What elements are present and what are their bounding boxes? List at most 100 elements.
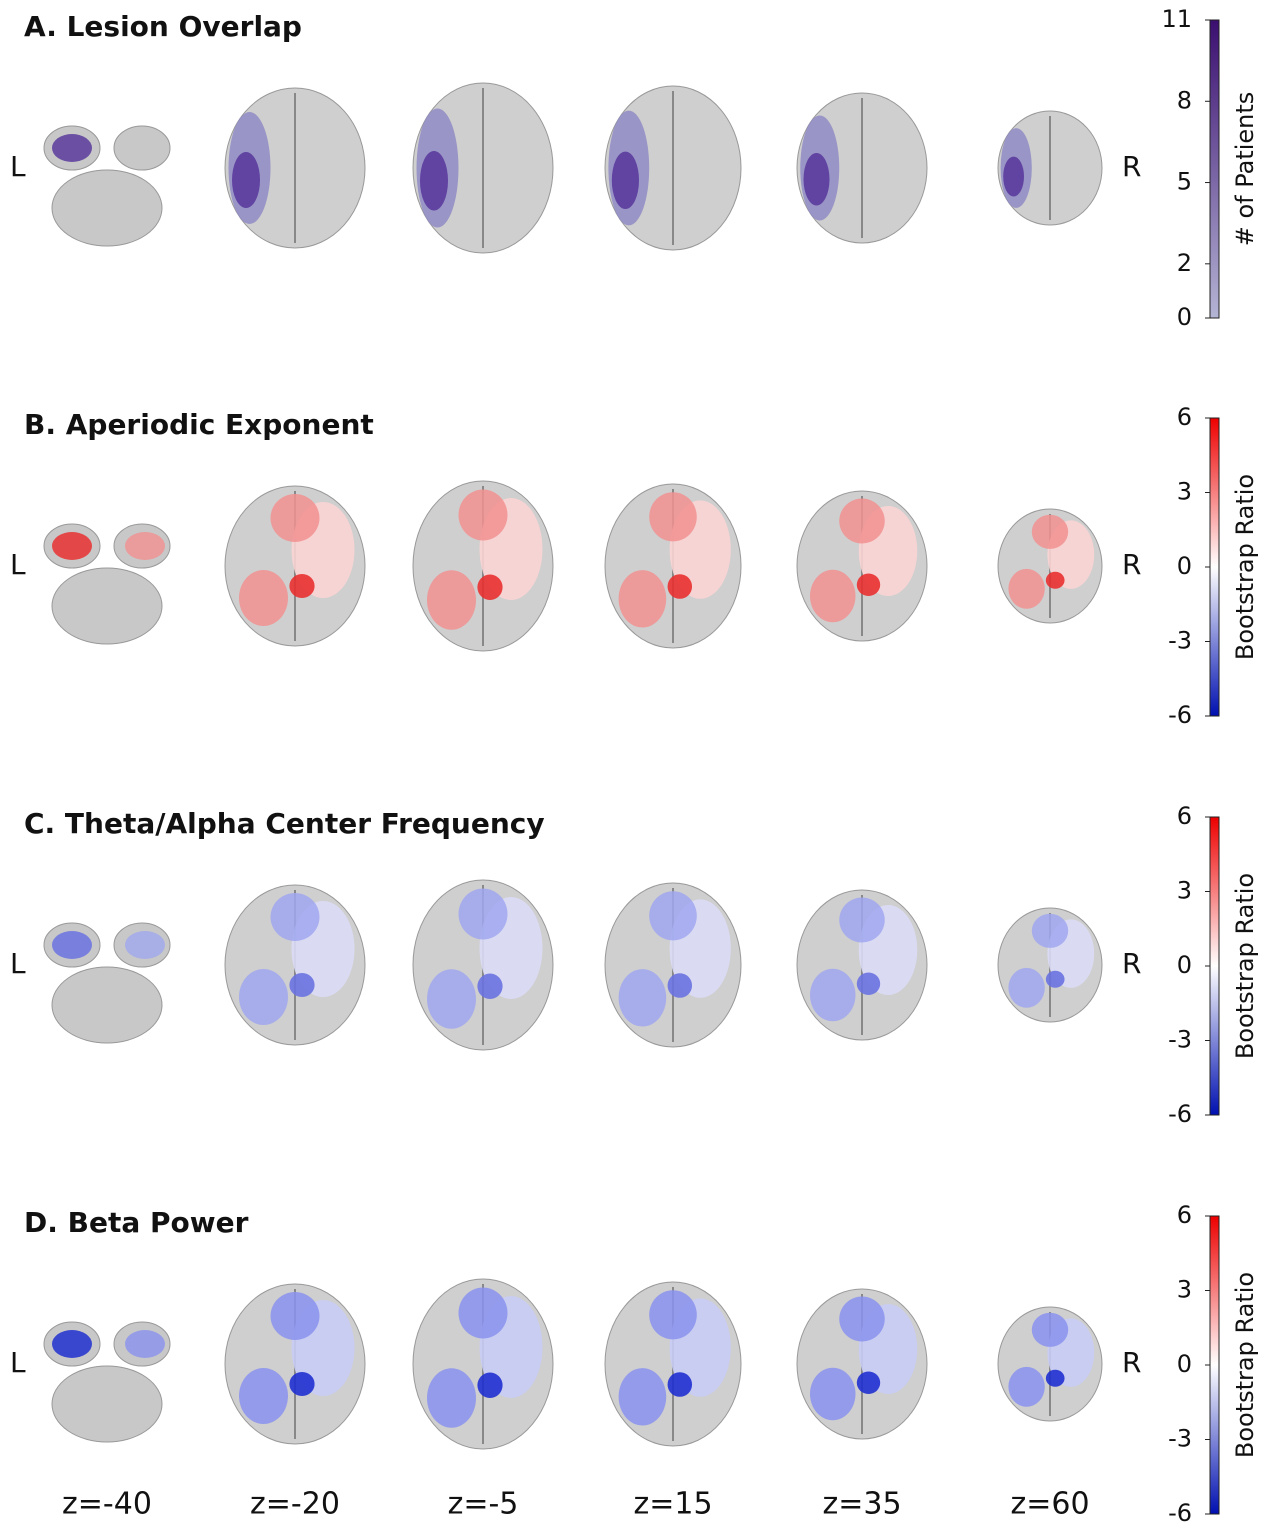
panel-title: A. Lesion Overlap [24, 10, 302, 43]
overlay [459, 889, 508, 940]
tick-label: 0 [1177, 951, 1192, 979]
overlay [477, 1373, 502, 1399]
overlay [125, 931, 165, 959]
overlay [239, 1368, 288, 1424]
overlay [649, 492, 697, 541]
brain-slice [413, 880, 553, 1050]
overlay [1003, 157, 1024, 197]
panel-title: C. Theta/Alpha Center Frequency [24, 807, 545, 840]
overlay [1046, 1370, 1065, 1387]
overlay [619, 1368, 667, 1425]
overlay [668, 1372, 692, 1397]
brain-slice [44, 923, 170, 1043]
brain-slice [44, 1322, 170, 1442]
overlay [857, 574, 880, 597]
colorbar-label: # of Patients [1231, 92, 1259, 247]
overlay [289, 1372, 314, 1396]
brain-slice [605, 484, 741, 648]
overlay [477, 575, 502, 601]
colorbar [1210, 817, 1219, 1115]
slice-label: z=60 [1010, 1487, 1089, 1522]
overlay [649, 891, 697, 940]
overlay [619, 570, 667, 627]
tick-label: -3 [1168, 1026, 1192, 1054]
overlay [1032, 515, 1068, 549]
overlay [1046, 971, 1065, 988]
brain-slice [797, 491, 927, 641]
side-label: R [1122, 548, 1141, 581]
overlay [52, 134, 92, 162]
brain-slice [605, 86, 741, 250]
tick-label: -3 [1168, 1425, 1192, 1453]
brain-slice [413, 1279, 553, 1449]
overlay [52, 532, 92, 560]
tick-label: 3 [1177, 877, 1192, 905]
colorbar-label: Bootstrap Ratio [1231, 474, 1259, 660]
overlay [52, 931, 92, 959]
overlay [839, 898, 885, 943]
brain-slice [225, 88, 365, 248]
colorbar [1210, 418, 1219, 716]
tick-label: 0 [1177, 1350, 1192, 1378]
tick-label: 2 [1177, 249, 1192, 277]
cerebellum [52, 170, 162, 246]
cerebellum [52, 1366, 162, 1442]
overlay [459, 490, 508, 541]
overlay [857, 973, 880, 996]
overlay [420, 151, 448, 211]
overlay [668, 973, 692, 998]
overlay [52, 1330, 92, 1358]
brain-slice [44, 126, 170, 246]
cerebellum [52, 568, 162, 644]
brain-slice [998, 509, 1102, 623]
overlay [839, 1297, 885, 1342]
colorbar-label: Bootstrap Ratio [1231, 873, 1259, 1059]
tick-label: 6 [1177, 403, 1192, 431]
overlay [239, 570, 288, 626]
brain-slice [225, 885, 365, 1045]
brain-slice [797, 93, 927, 243]
overlay [232, 152, 260, 208]
overlay [271, 494, 320, 542]
overlay [649, 1290, 697, 1339]
overlay [810, 1368, 856, 1421]
brain-slice [413, 481, 553, 651]
overlay [271, 893, 320, 941]
panel-title: B. Aperiodic Exponent [24, 408, 374, 441]
overlay [1008, 968, 1044, 1008]
brain-slice [998, 908, 1102, 1022]
side-label: L [10, 1346, 26, 1379]
brain-slice [413, 83, 553, 253]
tick-label: 5 [1177, 168, 1192, 196]
tick-label: -6 [1168, 1100, 1192, 1128]
overlay [459, 1288, 508, 1339]
side-label: R [1122, 947, 1141, 980]
panel-title: D. Beta Power [24, 1206, 249, 1239]
overlay [612, 152, 639, 209]
overlay [1032, 914, 1068, 948]
overlay [668, 574, 692, 599]
brain-slice [797, 1289, 927, 1439]
tick-label: -6 [1168, 1499, 1192, 1525]
page: A. Lesion OverlapLR025811# of PatientsB.… [0, 0, 1271, 1525]
overlay [427, 570, 476, 630]
tick-label: -6 [1168, 701, 1192, 729]
slice-label: z=35 [822, 1487, 901, 1522]
tick-label: -3 [1168, 627, 1192, 655]
figure: A. Lesion OverlapLR025811# of PatientsB.… [0, 0, 1271, 1525]
cerebellum [52, 967, 162, 1043]
temporal-pole [114, 126, 170, 170]
overlay [271, 1292, 320, 1340]
overlay [804, 153, 830, 206]
side-label: R [1122, 1346, 1141, 1379]
tick-label: 6 [1177, 1201, 1192, 1229]
tick-label: 11 [1161, 5, 1192, 33]
brain-slice [605, 883, 741, 1047]
overlay [1046, 572, 1065, 589]
side-label: L [10, 548, 26, 581]
brain-slice [998, 111, 1102, 225]
slice-label: z=-5 [448, 1487, 519, 1522]
side-label: L [10, 150, 26, 183]
overlay [1032, 1313, 1068, 1347]
tick-label: 6 [1177, 802, 1192, 830]
